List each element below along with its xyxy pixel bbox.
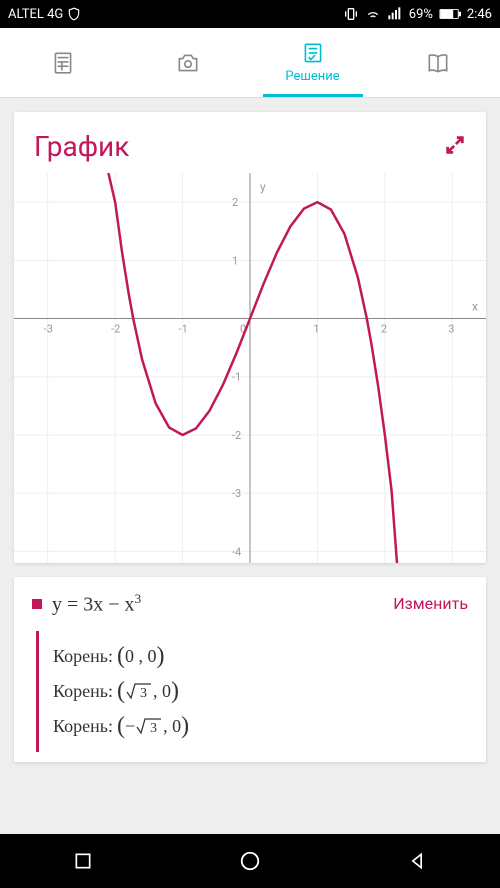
svg-text:1: 1 bbox=[232, 254, 238, 267]
svg-text:-3: -3 bbox=[44, 323, 53, 336]
svg-text:3: 3 bbox=[150, 721, 157, 736]
graph-card: График -3-2-10123-4-3-2-112xy bbox=[14, 112, 486, 563]
tab-bar: Решение bbox=[0, 28, 500, 98]
svg-text:-4: -4 bbox=[232, 545, 241, 558]
expand-button[interactable] bbox=[444, 134, 466, 160]
svg-text:-2: -2 bbox=[232, 429, 241, 442]
circle-icon bbox=[239, 850, 261, 872]
svg-text:1: 1 bbox=[313, 323, 319, 336]
tab-camera[interactable] bbox=[125, 28, 250, 97]
battery-label: 69% bbox=[409, 7, 433, 22]
svg-text:x: x bbox=[472, 300, 478, 314]
root-line: Корень:(− 3 , 0) bbox=[53, 713, 468, 740]
chart-area[interactable]: -3-2-10123-4-3-2-112xy bbox=[14, 173, 486, 563]
expand-icon bbox=[444, 134, 466, 156]
book-icon bbox=[425, 50, 451, 76]
solution-icon bbox=[300, 41, 326, 67]
tab-calculator[interactable] bbox=[0, 28, 125, 97]
edit-button[interactable]: Изменить bbox=[393, 594, 468, 613]
chart-svg: -3-2-10123-4-3-2-112xy bbox=[14, 173, 486, 563]
tab-label: Решение bbox=[285, 69, 339, 84]
time-label: 2:46 bbox=[467, 7, 492, 22]
svg-text:3: 3 bbox=[140, 686, 147, 701]
content-area: График -3-2-10123-4-3-2-112xy y = 3x − x… bbox=[0, 98, 500, 776]
wifi-icon bbox=[365, 6, 381, 22]
signal-icon bbox=[387, 6, 403, 22]
svg-text:2: 2 bbox=[381, 323, 387, 336]
carrier-label: ALTEL 4G bbox=[8, 7, 63, 22]
svg-text:-1: -1 bbox=[232, 371, 241, 384]
equation-text: y = 3x − x3 bbox=[52, 591, 141, 617]
svg-text:3: 3 bbox=[448, 323, 454, 336]
square-icon bbox=[73, 851, 93, 871]
card-title: График bbox=[34, 130, 129, 163]
battery-icon: + bbox=[439, 8, 461, 20]
calculator-icon bbox=[50, 50, 76, 76]
svg-text:y: y bbox=[260, 180, 266, 194]
android-nav-bar bbox=[0, 834, 500, 888]
camera-icon bbox=[175, 50, 201, 76]
svg-text:-2: -2 bbox=[111, 323, 120, 336]
equation-card: y = 3x − x3 Изменить Корень:(0 , 0)Корен… bbox=[14, 577, 486, 762]
nav-back-button[interactable] bbox=[397, 841, 437, 881]
status-bar: ALTEL 4G 69% + 2:46 bbox=[0, 0, 500, 28]
tab-solution[interactable]: Решение bbox=[250, 28, 375, 97]
tab-book[interactable] bbox=[375, 28, 500, 97]
triangle-back-icon bbox=[407, 851, 427, 871]
roots-list: Корень:(0 , 0) Корень:(3 , 0) Корень:(− 3 … bbox=[36, 631, 468, 752]
svg-text:2: 2 bbox=[232, 196, 238, 209]
equation-marker bbox=[32, 599, 42, 609]
svg-text:+: + bbox=[447, 10, 451, 19]
svg-text:-1: -1 bbox=[179, 323, 188, 336]
root-line: Корень:(0 , 0) bbox=[53, 643, 468, 670]
nav-recent-button[interactable] bbox=[63, 841, 103, 881]
vibrate-icon bbox=[343, 6, 359, 22]
nav-home-button[interactable] bbox=[230, 841, 270, 881]
shield-icon bbox=[67, 7, 81, 21]
svg-text:-3: -3 bbox=[232, 487, 241, 500]
root-line: Корень:(3 , 0) bbox=[53, 678, 468, 705]
